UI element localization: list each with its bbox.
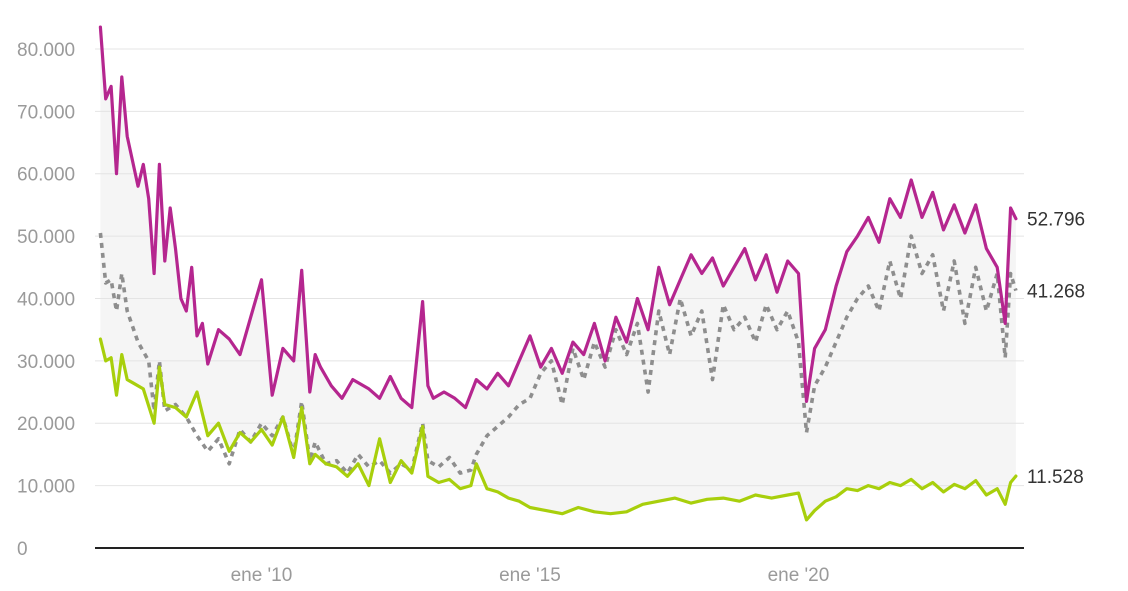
x-tick-label: ene '15 — [499, 565, 561, 586]
series-end-labels: 52.796 41.268 11.528 — [1027, 210, 1085, 488]
x-tick-label: ene '20 — [768, 565, 830, 586]
y-tick-label: 20.000 — [17, 414, 75, 435]
end-label-gray: 41.268 — [1027, 282, 1085, 303]
series-line-magenta — [98, 25, 1018, 410]
x-axis-tick-labels: ene '10 ene '15 ene '20 — [231, 565, 830, 586]
gridlines — [95, 48, 1024, 487]
y-axis-tick-labels: 0 10.000 20.000 30.000 40.000 50.000 60.000 70.… — [17, 40, 75, 560]
y-tick-label: 0 — [17, 539, 28, 560]
series-line-gray — [98, 232, 1018, 475]
range-band — [100, 27, 1016, 520]
y-tick-label: 80.000 — [17, 40, 75, 61]
end-label-magenta: 52.796 — [1027, 210, 1085, 231]
x-tick-label: ene '10 — [231, 565, 293, 586]
range-band-layer — [100, 27, 1016, 520]
y-tick-label: 60.000 — [17, 165, 75, 186]
end-label-green: 11.528 — [1027, 467, 1084, 488]
y-tick-label: 30.000 — [17, 352, 75, 373]
y-tick-label: 40.000 — [17, 289, 75, 310]
series-layer — [98, 25, 1018, 522]
y-tick-label: 70.000 — [17, 102, 75, 123]
y-tick-label: 50.000 — [17, 227, 75, 248]
y-tick-label: 10.000 — [17, 477, 75, 498]
series-line-green — [98, 337, 1018, 522]
